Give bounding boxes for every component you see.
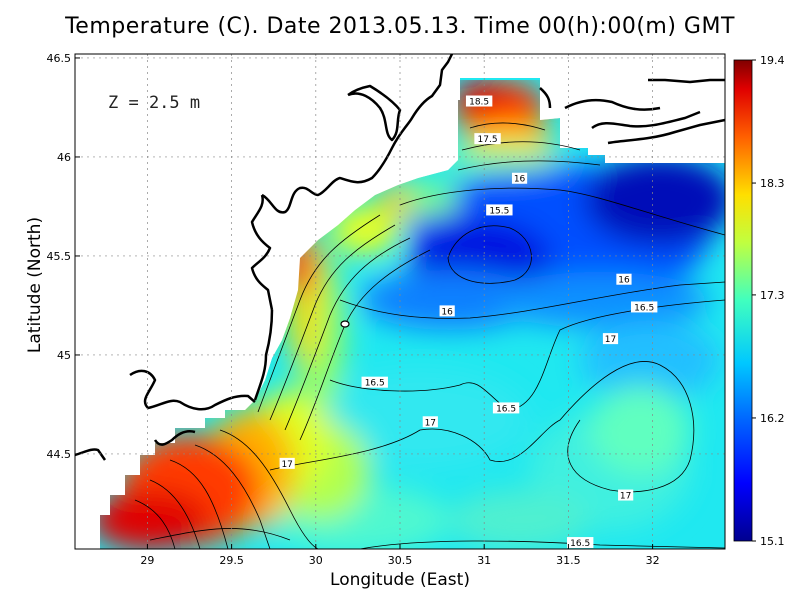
contour-label-bg [630, 301, 658, 313]
contour-label-bg [602, 333, 619, 345]
contour-label: 18.5 [469, 98, 489, 108]
contour-label: 16 [441, 307, 453, 317]
y-axis-label: Latitude (North) [25, 216, 45, 354]
contour-label-bg [566, 537, 594, 549]
contour-label-bg [422, 416, 438, 428]
x-tick-label: 30.5 [388, 554, 413, 567]
contour-label-bg [486, 204, 513, 216]
contour-label: 16 [514, 175, 526, 185]
colorbar [733, 59, 753, 542]
contour-lines [134, 122, 725, 549]
contour-label-bg [616, 273, 632, 285]
colorbar-tick-label: 16.2 [760, 412, 785, 425]
contour-label: 17 [281, 460, 292, 470]
contour-label: 17.5 [478, 135, 498, 145]
x-axis-label: Longitude (East) [330, 570, 470, 590]
contour-label-bg [492, 402, 520, 414]
y-tick-label: 46 [57, 151, 71, 164]
contour-label: 15.5 [489, 206, 509, 216]
colorbar-tick-label: 17.3 [760, 289, 785, 302]
contour-label: 16.5 [365, 379, 385, 389]
y-tick-label: 45 [57, 349, 71, 362]
contour-label-bg [439, 305, 455, 317]
x-tick-label: 29.5 [219, 554, 244, 567]
y-tick-label: 44.5 [47, 448, 72, 461]
chart-title: Temperature (C). Date 2013.05.13. Time 0… [65, 14, 735, 39]
y-axis-ticks: 44.5 45 45.5 46 46.5 [47, 52, 80, 461]
contour-label-bg [474, 133, 501, 145]
contour-labels: 18.5 17.5 16 15.5 16 16.5 16 17 16.5 16.5 17 17 17 16… [279, 95, 658, 549]
y-tick-label: 46.5 [47, 52, 72, 65]
x-tick-label: 29 [140, 554, 154, 567]
contour-label: 17 [605, 335, 616, 345]
contour-label-bg [618, 489, 634, 501]
x-tick-label: 32 [646, 554, 660, 567]
colorbar-tick-label: 15.1 [760, 535, 785, 548]
colorbar-tick-label: 18.3 [760, 177, 785, 190]
x-tick-label: 31.5 [556, 554, 581, 567]
x-tick-label: 30 [309, 554, 323, 567]
contour-label-bg [361, 376, 388, 388]
y-tick-label: 45.5 [47, 250, 72, 263]
x-axis-ticks: 29 29.5 30 30.5 31 31.5 32 [140, 544, 660, 567]
contour-label: 17 [425, 418, 436, 428]
contour-label: 16.5 [634, 303, 654, 313]
contour-label-bg [279, 457, 295, 469]
contour-label: 17 [620, 492, 631, 502]
contour-label: 16.5 [496, 404, 516, 414]
depth-label: Z = 2.5 m [108, 93, 200, 113]
x-tick-label: 31 [477, 554, 491, 567]
contour-label-bg [511, 172, 528, 184]
contour-label-bg [465, 95, 493, 107]
colorbar-tick-label: 19.4 [760, 54, 785, 67]
contour-label: 16 [618, 276, 630, 286]
colorbar-ticks: 19.4 18.3 17.3 16.2 15.1 [752, 54, 785, 548]
island [340, 320, 350, 328]
contour-label: 16.5 [570, 539, 590, 549]
